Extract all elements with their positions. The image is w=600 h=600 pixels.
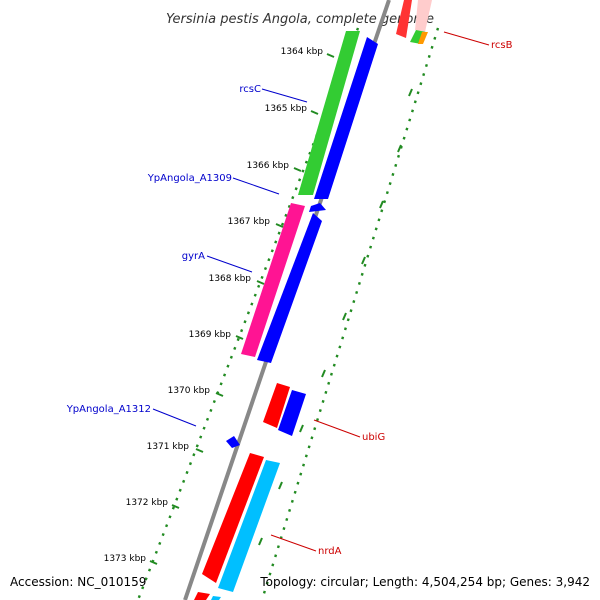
ruler-label: 1369 kbp [189,330,232,340]
gene-YpAngola-A1309-arrow[interactable] [309,203,326,212]
leader-line-gyrA [206,255,253,273]
gene-gyrA-feature[interactable] [241,203,305,357]
ruler-tick [171,504,180,509]
ruler-label: 1367 kbp [228,217,271,227]
gene-nrdA-arrow[interactable] [202,453,264,583]
gene-label-YpAngola-A1312[interactable]: YpAngola_A1312 [66,404,151,415]
ruler-tick [408,88,413,97]
leader-line-YpAngola-A1309 [232,177,280,195]
ruler-tick [258,537,263,546]
leader-line-YpAngola-A1312 [152,408,197,427]
gene-rcsB-arrow[interactable] [396,0,412,38]
gene-label-rcsB[interactable]: rcsB [491,40,513,51]
map-title: Yersinia pestis Angola, complete genome [166,12,434,27]
gene-label-gyrA[interactable]: gyrA [182,251,205,262]
ruler-tick [342,312,347,321]
ruler-tick [397,144,402,153]
gene-bottom-cyan[interactable] [211,596,221,600]
gene-YpAngola-A1312-arrow[interactable] [226,436,240,448]
ruler-label: 1364 kbp [281,47,324,57]
ruler-tick [195,448,204,453]
leader-line-rcsB [443,31,490,46]
gene-label-ubiG[interactable]: ubiG [362,432,385,443]
accession-text: Accession: NC_010159 [10,575,146,589]
ruler-label: 1372 kbp [126,498,169,508]
ruler-label: 1365 kbp [265,104,308,114]
gene-rcsC-arrow[interactable] [314,37,378,199]
gene-rcsB-cds-orange[interactable] [418,32,428,44]
ruler-label: 1366 kbp [247,161,290,171]
ruler-tick [310,110,319,115]
ruler-tick [278,481,283,490]
ruler-tick [275,223,284,228]
ruler-tick [299,424,304,433]
gene-nrdA-feature[interactable] [218,460,280,592]
topology-text: Topology: circular; Length: 4,504,254 bp… [259,575,590,589]
gene-label-YpAngola-A1309[interactable]: YpAngola_A1309 [147,173,232,184]
ruler-tick [149,560,158,565]
ruler-tick [293,167,302,172]
ruler-tick [235,335,244,340]
ruler-arc-inner [136,27,360,600]
gene-bottom-red[interactable] [194,592,210,600]
gene-ubiG-arrow-red[interactable] [263,383,290,428]
ruler-tick [326,53,335,58]
leader-line-ubiG [313,419,361,438]
gene-rcsC-feature[interactable] [298,31,360,195]
leader-line-nrdA [270,534,317,552]
ruler-tick [321,369,326,378]
ruler-label: 1370 kbp [168,386,211,396]
gene-ubiG-arrow-blue[interactable] [278,390,306,436]
gene-gyrA-arrow[interactable] [257,213,322,363]
ruler-label: 1373 kbp [104,554,147,564]
ruler-tick [379,200,384,209]
ruler-tick [361,256,366,265]
ruler-tick [256,280,265,285]
leader-line-rcsC [261,88,308,103]
gene-label-rcsC[interactable]: rcsC [239,84,261,95]
gene-label-nrdA[interactable]: nrdA [318,546,342,557]
ruler-label: 1371 kbp [147,442,190,452]
gene-rcsB-feature-light [415,0,432,32]
ruler-tick [215,392,224,397]
ruler-label: 1368 kbp [209,274,252,284]
